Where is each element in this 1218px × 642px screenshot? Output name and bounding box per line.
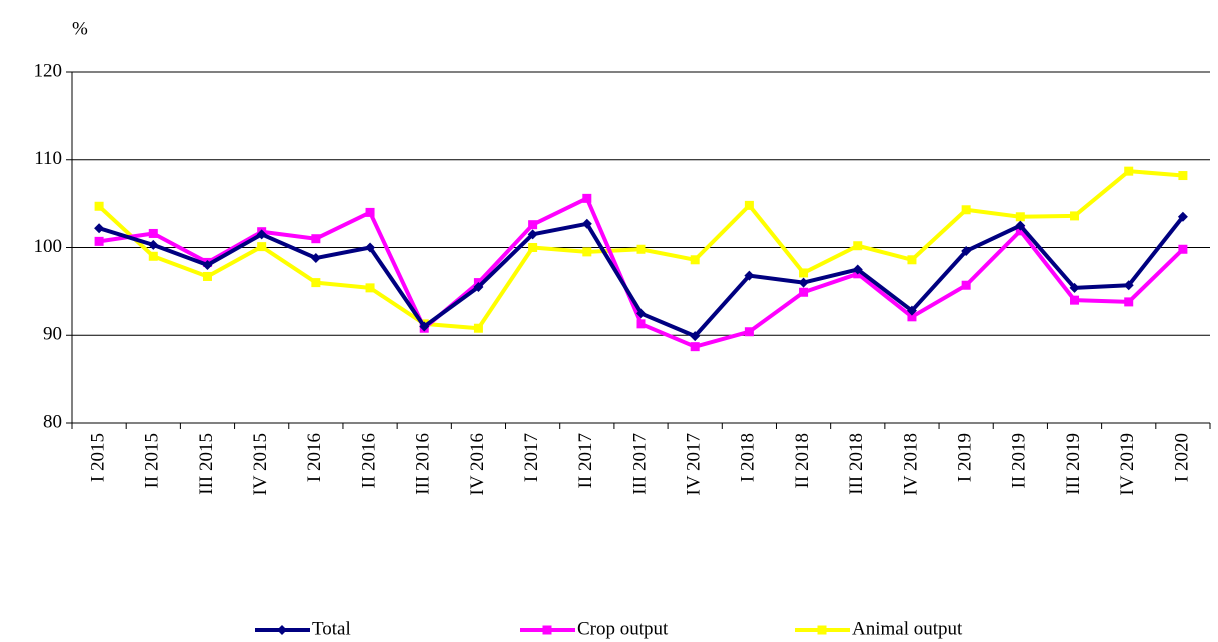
- data-point: [202, 271, 212, 281]
- data-point: [1015, 220, 1026, 231]
- data-point: [636, 244, 646, 254]
- x-tick-label: II 2019: [1009, 433, 1030, 488]
- x-tick-label: IV 2018: [900, 433, 921, 495]
- data-point: [473, 281, 484, 292]
- legend-label: Crop output: [577, 618, 669, 639]
- unit-label: %: [72, 18, 88, 39]
- data-point: [690, 255, 700, 265]
- data-point: [1070, 295, 1080, 305]
- y-tick-label: 110: [34, 148, 62, 169]
- data-point: [528, 220, 538, 230]
- x-tick-label: IV 2016: [467, 433, 488, 495]
- x-tick-label: II 2017: [575, 433, 596, 488]
- legend-marker: [817, 625, 827, 635]
- x-tick-label: III 2015: [196, 433, 217, 495]
- legend-marker: [542, 625, 552, 635]
- data-point: [94, 236, 104, 246]
- data-point: [582, 247, 592, 257]
- data-point: [365, 283, 375, 293]
- data-point: [961, 246, 972, 257]
- data-point: [365, 207, 375, 217]
- data-point: [311, 278, 321, 288]
- data-point: [744, 200, 754, 210]
- x-tick-label: III 2019: [1063, 433, 1084, 495]
- data-point: [636, 308, 646, 319]
- y-tick-label: 120: [34, 60, 63, 81]
- data-point: [744, 327, 754, 337]
- x-tick-label: I 2018: [738, 433, 759, 482]
- data-point: [799, 268, 809, 278]
- data-point: [528, 243, 538, 252]
- data-point: [961, 280, 971, 290]
- data-point: [906, 305, 917, 316]
- y-tick-label: 80: [43, 411, 62, 432]
- data-point: [365, 242, 376, 253]
- x-tick-label: IV 2019: [1117, 433, 1138, 495]
- data-point: [1178, 171, 1188, 181]
- data-point: [690, 342, 700, 352]
- x-tick-label: I 2015: [87, 433, 108, 482]
- x-tick-label: I 2016: [304, 433, 325, 482]
- legend-marker: [277, 625, 287, 635]
- data-point: [907, 312, 917, 322]
- data-point: [148, 251, 158, 261]
- data-point: [961, 205, 971, 215]
- data-point: [148, 239, 159, 250]
- data-point: [1015, 226, 1025, 236]
- data-point: [310, 253, 321, 264]
- data-point: [581, 218, 592, 229]
- data-point: [852, 264, 863, 275]
- x-tick-label: III 2016: [413, 433, 434, 495]
- data-point: [1015, 212, 1025, 222]
- x-tick-label: II 2018: [792, 433, 813, 488]
- legend-label: Animal output: [852, 618, 963, 639]
- x-tick-label: IV 2017: [684, 433, 705, 495]
- data-point: [1124, 166, 1134, 176]
- data-point: [527, 229, 538, 240]
- data-point: [1178, 244, 1188, 254]
- legend-label: Total: [312, 618, 351, 639]
- data-point: [636, 319, 646, 329]
- data-point: [94, 201, 104, 211]
- x-tick-label: I 2019: [955, 433, 976, 482]
- data-point: [799, 287, 809, 297]
- data-point: [907, 255, 917, 265]
- x-tick-label: III 2018: [846, 433, 867, 495]
- data-point: [311, 234, 321, 244]
- data-point: [1070, 211, 1080, 221]
- data-point: [744, 270, 755, 281]
- x-tick-label: III 2017: [629, 433, 650, 495]
- data-point: [798, 277, 809, 288]
- data-point: [1069, 282, 1080, 293]
- data-point: [853, 241, 863, 251]
- data-point: [94, 223, 105, 234]
- x-tick-label: II 2016: [358, 433, 379, 488]
- x-tick-label: IV 2015: [250, 433, 271, 495]
- y-tick-label: 100: [34, 236, 63, 257]
- x-tick-label: I 2017: [521, 433, 542, 482]
- data-point: [148, 228, 158, 238]
- data-point: [1124, 297, 1134, 307]
- data-point: [690, 331, 701, 342]
- x-tick-label: I 2020: [1171, 433, 1192, 482]
- data-point: [419, 321, 430, 332]
- data-point: [256, 229, 267, 240]
- data-point: [257, 242, 267, 252]
- data-point: [473, 323, 483, 333]
- data-point: [1123, 280, 1134, 291]
- data-point: [202, 260, 213, 271]
- data-point: [1177, 211, 1188, 222]
- data-point: [582, 193, 592, 203]
- x-tick-label: II 2015: [142, 433, 163, 488]
- y-tick-label: 90: [43, 324, 62, 345]
